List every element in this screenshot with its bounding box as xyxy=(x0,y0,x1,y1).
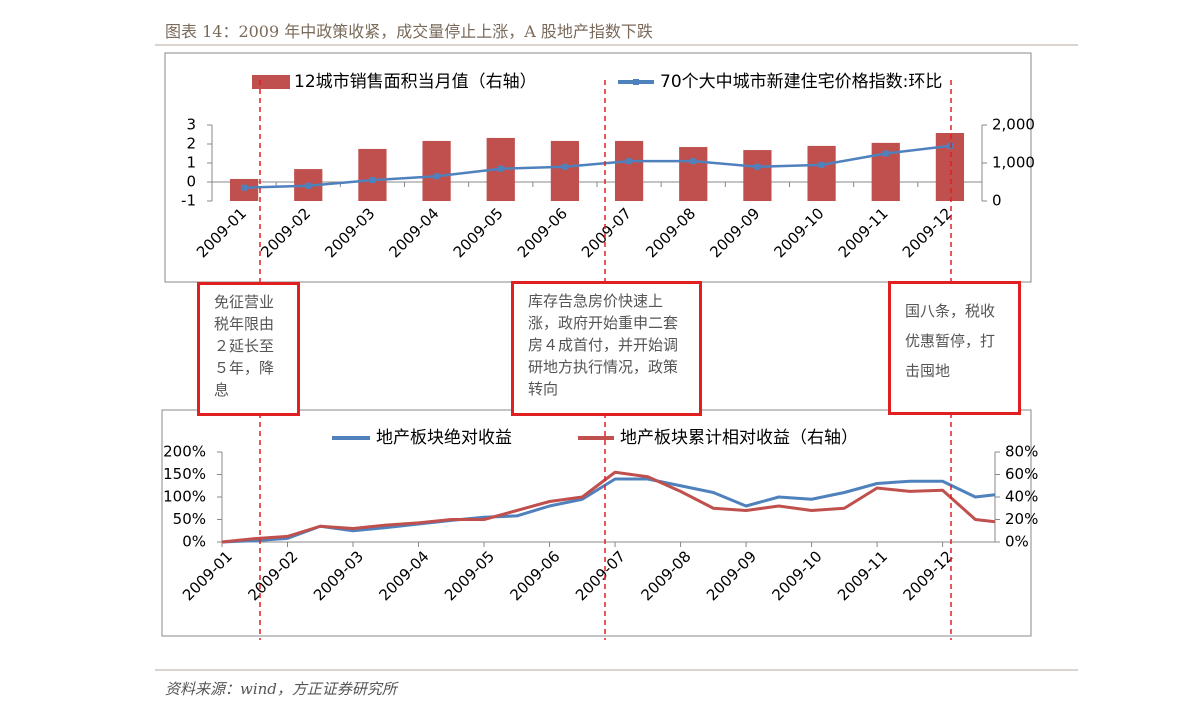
bar xyxy=(807,145,836,201)
line xyxy=(244,144,951,189)
y-tick-label: -1 xyxy=(181,192,196,210)
x-tick-label: 2009-07 xyxy=(578,204,635,261)
line-marker xyxy=(818,161,825,168)
bar xyxy=(743,150,772,201)
x-tick-label: 2009-10 xyxy=(769,547,826,604)
x-tick-label: 2009-11 xyxy=(835,204,892,261)
annotation: 库存告急房价快速上涨，政府开始重申二套房４成首付，并开始调研地方执行情况，政策转… xyxy=(511,281,702,416)
x-tick-label: 2009-01 xyxy=(179,547,236,604)
line-marker xyxy=(241,184,248,191)
line xyxy=(221,470,996,544)
x-tick-label: 2009-03 xyxy=(321,204,378,261)
y-tick-label: 3 xyxy=(186,116,196,134)
bar xyxy=(422,140,451,201)
y-tick-label: 1 xyxy=(186,154,196,172)
x-tick-label: 2009-09 xyxy=(706,204,763,261)
y-tick-label: 200% xyxy=(163,443,206,461)
line-marker xyxy=(754,163,761,170)
legend-marker xyxy=(633,79,639,85)
y2-tick-label: 2,000 xyxy=(992,116,1035,134)
line-marker xyxy=(433,173,440,180)
x-tick-label: 2009-11 xyxy=(834,547,891,604)
bar xyxy=(358,148,387,201)
x-tick-label: 2009-07 xyxy=(572,547,629,604)
line-marker xyxy=(690,158,697,165)
x-tick-label: 2009-01 xyxy=(193,204,250,261)
bar xyxy=(550,140,580,201)
x-tick-label: 2009-06 xyxy=(514,204,571,261)
legend-swatch xyxy=(252,75,290,89)
x-tick-label: 2009-03 xyxy=(310,547,367,604)
y2-tick-label: 40% xyxy=(1005,488,1038,506)
line-marker xyxy=(497,165,504,172)
y2-tick-label: 0 xyxy=(992,192,1002,210)
y-tick-label: 0% xyxy=(182,533,206,551)
line-marker xyxy=(561,163,568,170)
annotation: 免征营业税年限由２延长至５年，降息 xyxy=(197,282,300,416)
chart: 0% 50% 100% 150% 200% 0% 20% 40% 60% 80% 地产板块绝对收益 地… xyxy=(163,428,1038,604)
y2-tick-label: 20% xyxy=(1005,510,1038,528)
y-tick-label: 100% xyxy=(163,488,206,506)
y2-tick-label: 80% xyxy=(1005,443,1038,461)
x-tick-label: 2009-05 xyxy=(441,547,498,604)
legend-label: 12城市销售面积当月值（右轴） xyxy=(294,72,537,92)
x-tick-label: 2009-12 xyxy=(900,547,957,604)
line-marker xyxy=(369,177,376,184)
x-tick-label: 2009-12 xyxy=(899,204,956,261)
legend-label: 地产板块累计相对收益（右轴） xyxy=(620,428,858,448)
line xyxy=(221,477,996,544)
x-tick-label: 2009-06 xyxy=(506,547,563,604)
x-tick-label: 2009-10 xyxy=(771,204,828,261)
line-marker xyxy=(626,158,633,165)
y2-tick-label: 1,000 xyxy=(992,154,1035,172)
x-tick-label: 2009-05 xyxy=(450,204,507,261)
figure-title: 图表 14：2009 年中政策收紧，成交量停止上涨，A 股地产指数下跌 xyxy=(165,22,653,41)
x-tick-label: 2009-02 xyxy=(257,204,314,261)
y2-tick-label: 0% xyxy=(1005,533,1029,551)
source: 资料来源：wind，方正证券研究所 xyxy=(165,680,397,698)
x-tick-label: 2009-08 xyxy=(642,204,699,261)
y-tick-label: 150% xyxy=(163,465,206,483)
annotation: 国八条，税收优惠暂停，打击囤地 xyxy=(888,281,1021,415)
line-marker xyxy=(305,182,312,189)
line-marker xyxy=(946,142,953,149)
legend-label: 70个大中城市新建住宅价格指数:环比 xyxy=(660,72,942,92)
x-tick-label: 2009-08 xyxy=(638,547,695,604)
y2-tick-label: 60% xyxy=(1005,465,1038,483)
chart-frame xyxy=(161,409,1032,637)
bar xyxy=(614,140,644,201)
x-tick-label: 2009-04 xyxy=(386,204,443,261)
y-tick-label: 0 xyxy=(186,173,196,191)
line-marker xyxy=(882,150,889,157)
x-tick-label: 2009-04 xyxy=(375,547,432,604)
y-tick-label: 50% xyxy=(173,510,206,528)
y-tick-label: 2 xyxy=(186,135,196,153)
legend-label: 地产板块绝对收益 xyxy=(376,428,512,448)
bar xyxy=(679,147,708,201)
x-tick-label: 2009-02 xyxy=(244,547,301,604)
x-tick-label: 2009-09 xyxy=(703,547,760,604)
